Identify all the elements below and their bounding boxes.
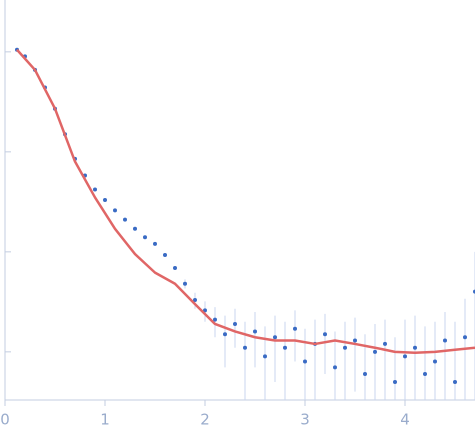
data-point: [413, 345, 417, 350]
data-point: [223, 332, 227, 337]
data-point: [253, 329, 257, 334]
data-point: [303, 359, 307, 364]
data-point: [353, 338, 357, 343]
data-point: [383, 341, 387, 346]
data-point: [343, 345, 347, 350]
data-point: [423, 372, 427, 377]
data-point: [123, 217, 127, 222]
data-point: [373, 349, 377, 354]
data-point: [103, 198, 107, 202]
data-point: [233, 321, 237, 326]
data-point: [403, 354, 407, 359]
data-point: [273, 335, 277, 340]
data-point: [453, 379, 457, 384]
data-point: [193, 298, 197, 302]
x-tick-label: 4: [400, 411, 410, 429]
data-point: [163, 253, 167, 258]
data-point: [143, 235, 147, 240]
data-point: [443, 338, 447, 343]
data-point: [463, 335, 467, 340]
data-point: [213, 317, 217, 322]
data-point: [263, 354, 267, 359]
data-point: [393, 379, 397, 384]
data-point: [113, 208, 117, 213]
data-point: [133, 226, 137, 231]
data-point: [433, 359, 437, 364]
x-tick-label: 1: [100, 411, 110, 429]
fit-line: [16, 48, 475, 354]
data-point: [283, 345, 287, 350]
data-point: [293, 326, 297, 331]
data-point: [333, 365, 337, 370]
data-point: [93, 187, 97, 192]
x-tick-label: 2: [200, 411, 210, 429]
data-point: [323, 332, 327, 337]
data-point: [183, 281, 187, 286]
x-tick-label: 0: [0, 411, 10, 429]
data-point: [173, 265, 177, 270]
x-tick-label: 3: [300, 411, 310, 429]
data-point: [153, 241, 157, 246]
data-point: [243, 345, 247, 350]
data-point: [363, 372, 367, 377]
